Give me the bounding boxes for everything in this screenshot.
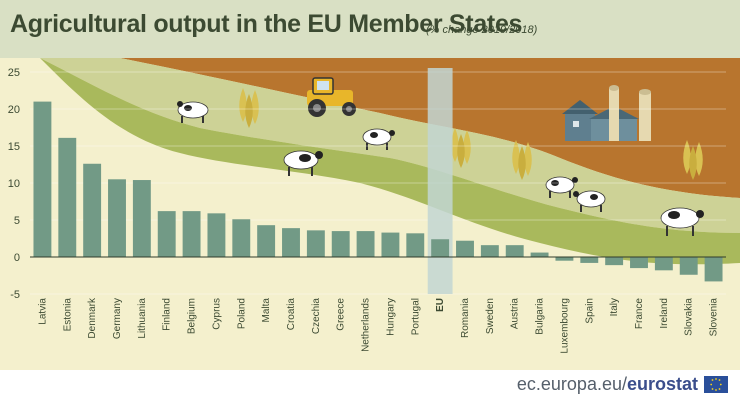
y-tick-label: 10 (8, 178, 20, 190)
x-tick-label: Slovenia (709, 298, 720, 337)
x-tick-label: Austria (510, 298, 521, 330)
bar-czechia (306, 230, 325, 257)
eu-highlight (427, 68, 453, 294)
cow-icon (362, 128, 395, 150)
x-tick-label: Luxembourg (559, 298, 570, 354)
bar-italy (605, 257, 624, 266)
cow-icon (660, 207, 704, 236)
x-tick-label: Estonia (62, 298, 73, 332)
bar-belgium (182, 211, 201, 257)
farm-building-icon (562, 85, 651, 141)
source-brand: eurostat (626, 373, 698, 394)
bar-germany (108, 179, 126, 257)
bar-spain (580, 257, 599, 263)
brown-hill-shape (120, 58, 740, 198)
bar-greece (331, 231, 350, 257)
bar-portugal (406, 233, 425, 257)
bar-chart: 25 20 15 10 5 0 -5 Latvia Estonia Denmark Germany… (0, 58, 740, 370)
x-tick-label: Finland (162, 298, 173, 331)
y-tick-label: 20 (8, 104, 20, 116)
bar-finland (157, 211, 176, 257)
x-tick-label: EU (435, 298, 446, 312)
y-tick-label: 25 (8, 67, 20, 79)
x-tick-label: Italy (609, 298, 620, 316)
bar-slovenia (704, 257, 723, 282)
bar-cyprus (207, 213, 226, 257)
eu-flag-icon (704, 375, 728, 393)
bar-latvia (33, 101, 52, 257)
x-tick-label: Ireland (659, 298, 670, 329)
corn-icon (239, 88, 259, 128)
cow-icon (545, 176, 578, 198)
tractor-icon (307, 77, 356, 117)
source-label: ec.europa.eu/eurostat (517, 374, 698, 395)
x-tick-label: Spain (584, 298, 595, 324)
bar-lithuania (132, 180, 151, 257)
y-tick-label: 0 (14, 252, 20, 264)
x-axis-labels: Latvia Estonia Denmark Germany Lithuania Finl… (37, 297, 719, 354)
green-hill-shape (40, 58, 740, 265)
bar-ireland (654, 257, 673, 271)
bar-romania (456, 240, 474, 257)
corn-icon (683, 140, 703, 180)
x-tick-label: Sweden (485, 298, 496, 334)
chart-subtitle: (% change 2019/2018) (426, 24, 538, 36)
y-tick-label: 15 (8, 141, 20, 153)
bar-slovakia (679, 257, 698, 275)
eu-highlight-column (427, 68, 453, 294)
x-tick-label: Latvia (37, 298, 48, 325)
bar-netherlands (356, 231, 375, 257)
bar-luxembourg (555, 257, 574, 261)
x-tick-label: Germany (112, 298, 123, 339)
source-prefix: ec.europa.eu/ (516, 373, 627, 394)
y-axis-ticks: 25 20 15 10 5 0 -5 (8, 67, 20, 301)
header-band: Agricultural output in the EU Member Sta… (0, 0, 740, 58)
x-tick-label: Slovakia (684, 298, 695, 336)
bars (33, 101, 723, 282)
x-tick-label: Bulgaria (535, 298, 546, 335)
bar-bulgaria (530, 252, 549, 257)
x-tick-label: Cyprus (211, 298, 222, 330)
x-tick-label: Croatia (286, 298, 297, 331)
corn-icon (512, 140, 532, 180)
bar-malta (257, 225, 276, 257)
x-tick-label: Belgium (187, 298, 198, 334)
bar-sweden (480, 245, 499, 257)
cow-icon (573, 190, 606, 212)
corn-icon (451, 128, 471, 168)
cow-icon (177, 101, 209, 123)
bar-poland (232, 219, 251, 257)
bar-denmark (83, 163, 102, 257)
x-tick-label: Romania (460, 298, 471, 338)
x-tick-label: Denmark (87, 297, 98, 339)
bar-estonia (58, 137, 77, 257)
cow-icon (283, 150, 323, 176)
x-tick-label: Greece (336, 298, 347, 331)
x-tick-label: Lithuania (137, 298, 148, 339)
bar-hungary (381, 232, 400, 257)
bar-eu (431, 239, 450, 257)
x-tick-label: Hungary (385, 298, 396, 336)
bar-austria (505, 245, 524, 257)
bar-france (630, 257, 648, 269)
x-tick-label: Czechia (311, 298, 322, 335)
x-tick-label: Malta (261, 298, 272, 323)
y-tick-label: -5 (10, 289, 20, 301)
x-tick-label: Poland (236, 298, 247, 329)
y-tick-label: 5 (14, 215, 20, 227)
source-footer: ec.europa.eu/eurostat (517, 372, 728, 396)
bar-croatia (282, 228, 300, 257)
x-tick-label: France (634, 298, 645, 330)
chart-title: Agricultural output in the EU Member Sta… (10, 10, 523, 38)
x-tick-label: Netherlands (361, 298, 372, 352)
x-tick-label: Portugal (410, 298, 421, 335)
